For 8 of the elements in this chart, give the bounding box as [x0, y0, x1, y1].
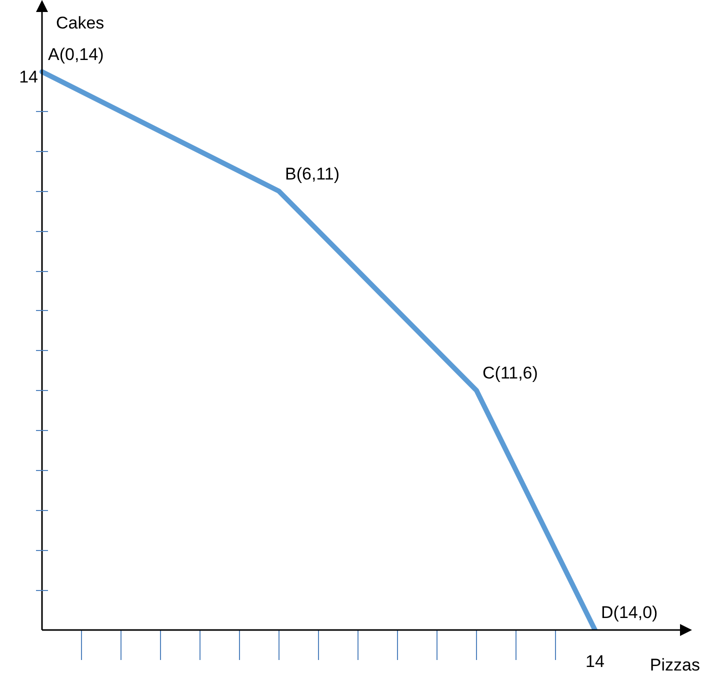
annotation: 14 — [19, 67, 38, 86]
text: 14 — [586, 652, 604, 672]
text: A(0,14) — [48, 44, 104, 64]
y-axis-title: Cakes — [56, 14, 104, 33]
annotation: B(6,11) — [285, 164, 340, 184]
annotation: D(14,0) — [601, 603, 658, 622]
annotation: C(11,6) — [482, 364, 538, 383]
x-axis-title: Pizzas — [650, 656, 700, 675]
